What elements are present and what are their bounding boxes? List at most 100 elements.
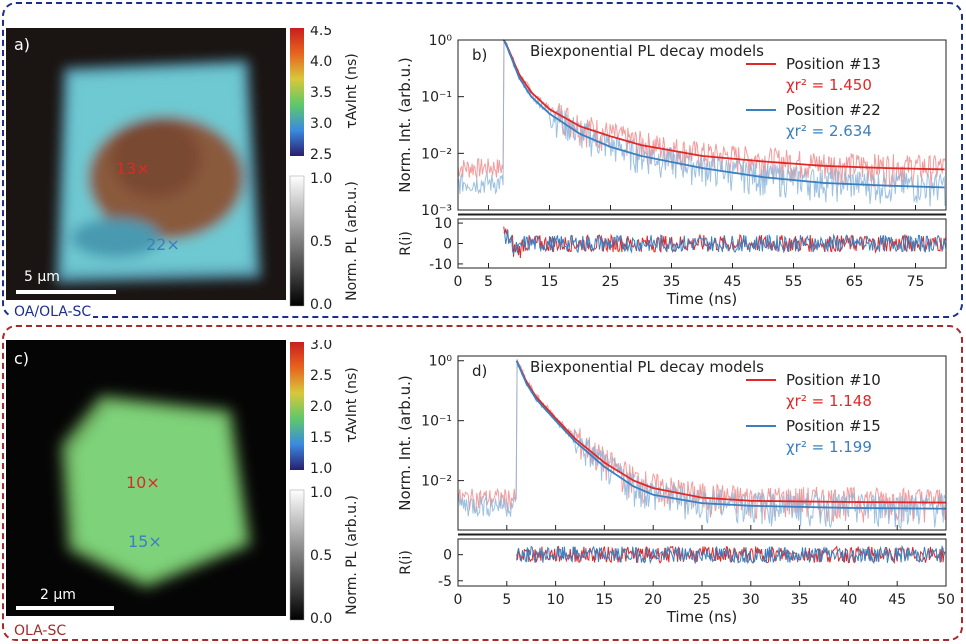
scalebar-a-label: 5 µm <box>24 269 60 285</box>
pl-colorbar-a <box>289 175 305 307</box>
x-tick-label: 5 <box>484 274 493 290</box>
marker-22: 22× <box>146 235 180 254</box>
x-tick-label: 20 <box>644 592 662 608</box>
panel-label-c: c) <box>14 349 29 368</box>
tau-colorbar-a <box>290 28 304 156</box>
tau-c-tick-3: 1.5 <box>310 430 332 446</box>
x-tick-label: 10 <box>547 592 565 608</box>
noise-position-10 <box>457 359 946 523</box>
pl-a-tick-0: 1.0 <box>310 171 332 187</box>
residual-position-15 <box>516 544 946 565</box>
y-axis-label: Norm. Int. (arb.u.) <box>396 375 414 510</box>
tau-c-tick-1: 2.5 <box>310 368 332 384</box>
bottom-panel-frame <box>2 325 963 641</box>
marker-10: 10× <box>126 473 160 492</box>
chart-title: Biexponential PL decay models <box>530 358 764 376</box>
x-tick-label: 55 <box>785 274 803 290</box>
pl-c-label: Norm. PL (arb.u.) <box>344 495 360 615</box>
legend-chi: χr² = 1.148 <box>786 392 872 410</box>
x-tick-label: 25 <box>693 592 711 608</box>
tau-c-label: τAvInt (ns) <box>344 367 360 443</box>
tau-c-tick-0: 3.0 <box>310 340 332 353</box>
legend-entry: Position #15 <box>786 417 881 435</box>
top-frame-label: OA/OLA-SC <box>12 304 94 320</box>
scalebar-c <box>16 606 114 610</box>
panel-label: d) <box>472 362 487 380</box>
pl-map-c: c) 10× 15× 2 µm <box>6 340 286 616</box>
legend-entry: Position #22 <box>786 101 881 119</box>
bottom-frame-label: OLA-SC <box>12 623 69 639</box>
scalebar-a <box>16 290 116 294</box>
tau-a-tick-1: 4.0 <box>310 54 332 70</box>
pl-c-tick-1: 0.5 <box>310 548 332 564</box>
x-tick-label: 30 <box>742 592 760 608</box>
residual-axes-frame <box>457 538 947 587</box>
residual-tick-label: -5 <box>438 574 452 590</box>
tau-c-tick-2: 2.0 <box>310 399 332 415</box>
y-tick-label: 10⁻² <box>421 474 452 490</box>
x-tick-label: 5 <box>502 592 511 608</box>
colorbars-c: 3.0 2.5 2.0 1.5 1.0 τAvInt (ns) 1.0 0.5 … <box>289 340 360 627</box>
x-tick-label: 45 <box>724 274 742 290</box>
pl-c-tick-0: 1.0 <box>310 485 332 501</box>
pl-c-tick-2: 0.0 <box>310 611 332 627</box>
residual-axis-label: R(i) <box>398 231 414 256</box>
x-tick-label: 0 <box>454 274 463 290</box>
x-tick-label: 40 <box>839 592 857 608</box>
tau-colorbar-c <box>290 342 304 470</box>
pl-colorbar-c <box>289 489 305 621</box>
decay-chart-d: 10⁻² 10⁻¹ 10⁰ Norm. Int. (arb.u.) d) Biexpone… <box>396 354 955 626</box>
fit-position-22 <box>502 39 945 189</box>
fit-position-10 <box>515 360 947 504</box>
fit-position-13 <box>502 39 945 171</box>
pl-map-a: a) 13× 22× 5 µm <box>6 28 286 300</box>
legend-entry: Position #13 <box>786 55 881 73</box>
residual-position-22 <box>503 229 947 255</box>
x-tick-label: 0 <box>454 592 463 608</box>
residual-position-10 <box>516 545 946 565</box>
x-tick-label: 45 <box>888 592 906 608</box>
pl-a-tick-1: 0.5 <box>310 234 332 250</box>
main-axes-frame <box>457 39 947 211</box>
residual-tick-label: -10 <box>429 257 452 273</box>
top-panel-frame <box>2 2 963 318</box>
tau-a-tick-3: 3.0 <box>310 116 332 132</box>
crystal-a-core-inner <box>111 118 201 198</box>
chart-title: Biexponential PL decay models <box>530 42 764 60</box>
y-tick-label: 10⁻³ <box>421 203 452 219</box>
tau-a-tick-4: 2.5 <box>310 147 332 163</box>
legend-chi: χr² = 1.450 <box>786 76 872 94</box>
residual-axis-label: R(i) <box>398 550 414 575</box>
residual-tick-label: 0 <box>443 548 452 564</box>
decay-chart-b: 10⁻³ 10⁻² 10⁻¹ 10⁰ Norm. Int. (arb.u.) b) Biex… <box>396 33 947 308</box>
x-tick-label: 35 <box>663 274 681 290</box>
colorbars-a: 4.5 4.0 3.5 3.0 2.5 τAvInt (ns) 1.0 0.5 … <box>289 26 360 310</box>
x-tick-label: 35 <box>791 592 809 608</box>
x-axis-label: Time (ns) <box>666 608 738 626</box>
panel-label-a: a) <box>14 35 30 54</box>
crystal-a-hotspot <box>71 218 161 258</box>
scalebar-c-label: 2 µm <box>40 587 76 603</box>
tau-c-tick-4: 1.0 <box>310 461 332 477</box>
y-axis-label: Norm. Int. (arb.u.) <box>396 57 414 192</box>
tau-a-tick-0: 4.5 <box>310 26 332 39</box>
crystal-c-inner <box>72 405 242 578</box>
legend-entry: Position #10 <box>786 371 881 389</box>
y-tick-label: 10⁰ <box>429 354 453 370</box>
x-tick-label: 25 <box>602 274 620 290</box>
pl-a-tick-2: 0.0 <box>310 297 332 310</box>
panel-label: b) <box>472 46 487 64</box>
x-tick-label: 15 <box>541 274 559 290</box>
tau-a-label: τAvInt (ns) <box>344 53 360 129</box>
x-axis-label: Time (ns) <box>666 290 738 308</box>
fit-position-15 <box>515 360 947 510</box>
marker-15: 15× <box>128 532 162 551</box>
legend-chi: χr² = 2.634 <box>786 122 872 140</box>
tau-a-tick-2: 3.5 <box>310 85 332 101</box>
residual-tick-label: 10 <box>434 216 452 232</box>
y-tick-label: 10⁻² <box>421 146 452 162</box>
y-tick-label: 10⁻¹ <box>421 90 452 106</box>
x-tick-label: 65 <box>846 274 864 290</box>
x-tick-label: 75 <box>907 274 925 290</box>
x-tick-label: 50 <box>937 592 955 608</box>
